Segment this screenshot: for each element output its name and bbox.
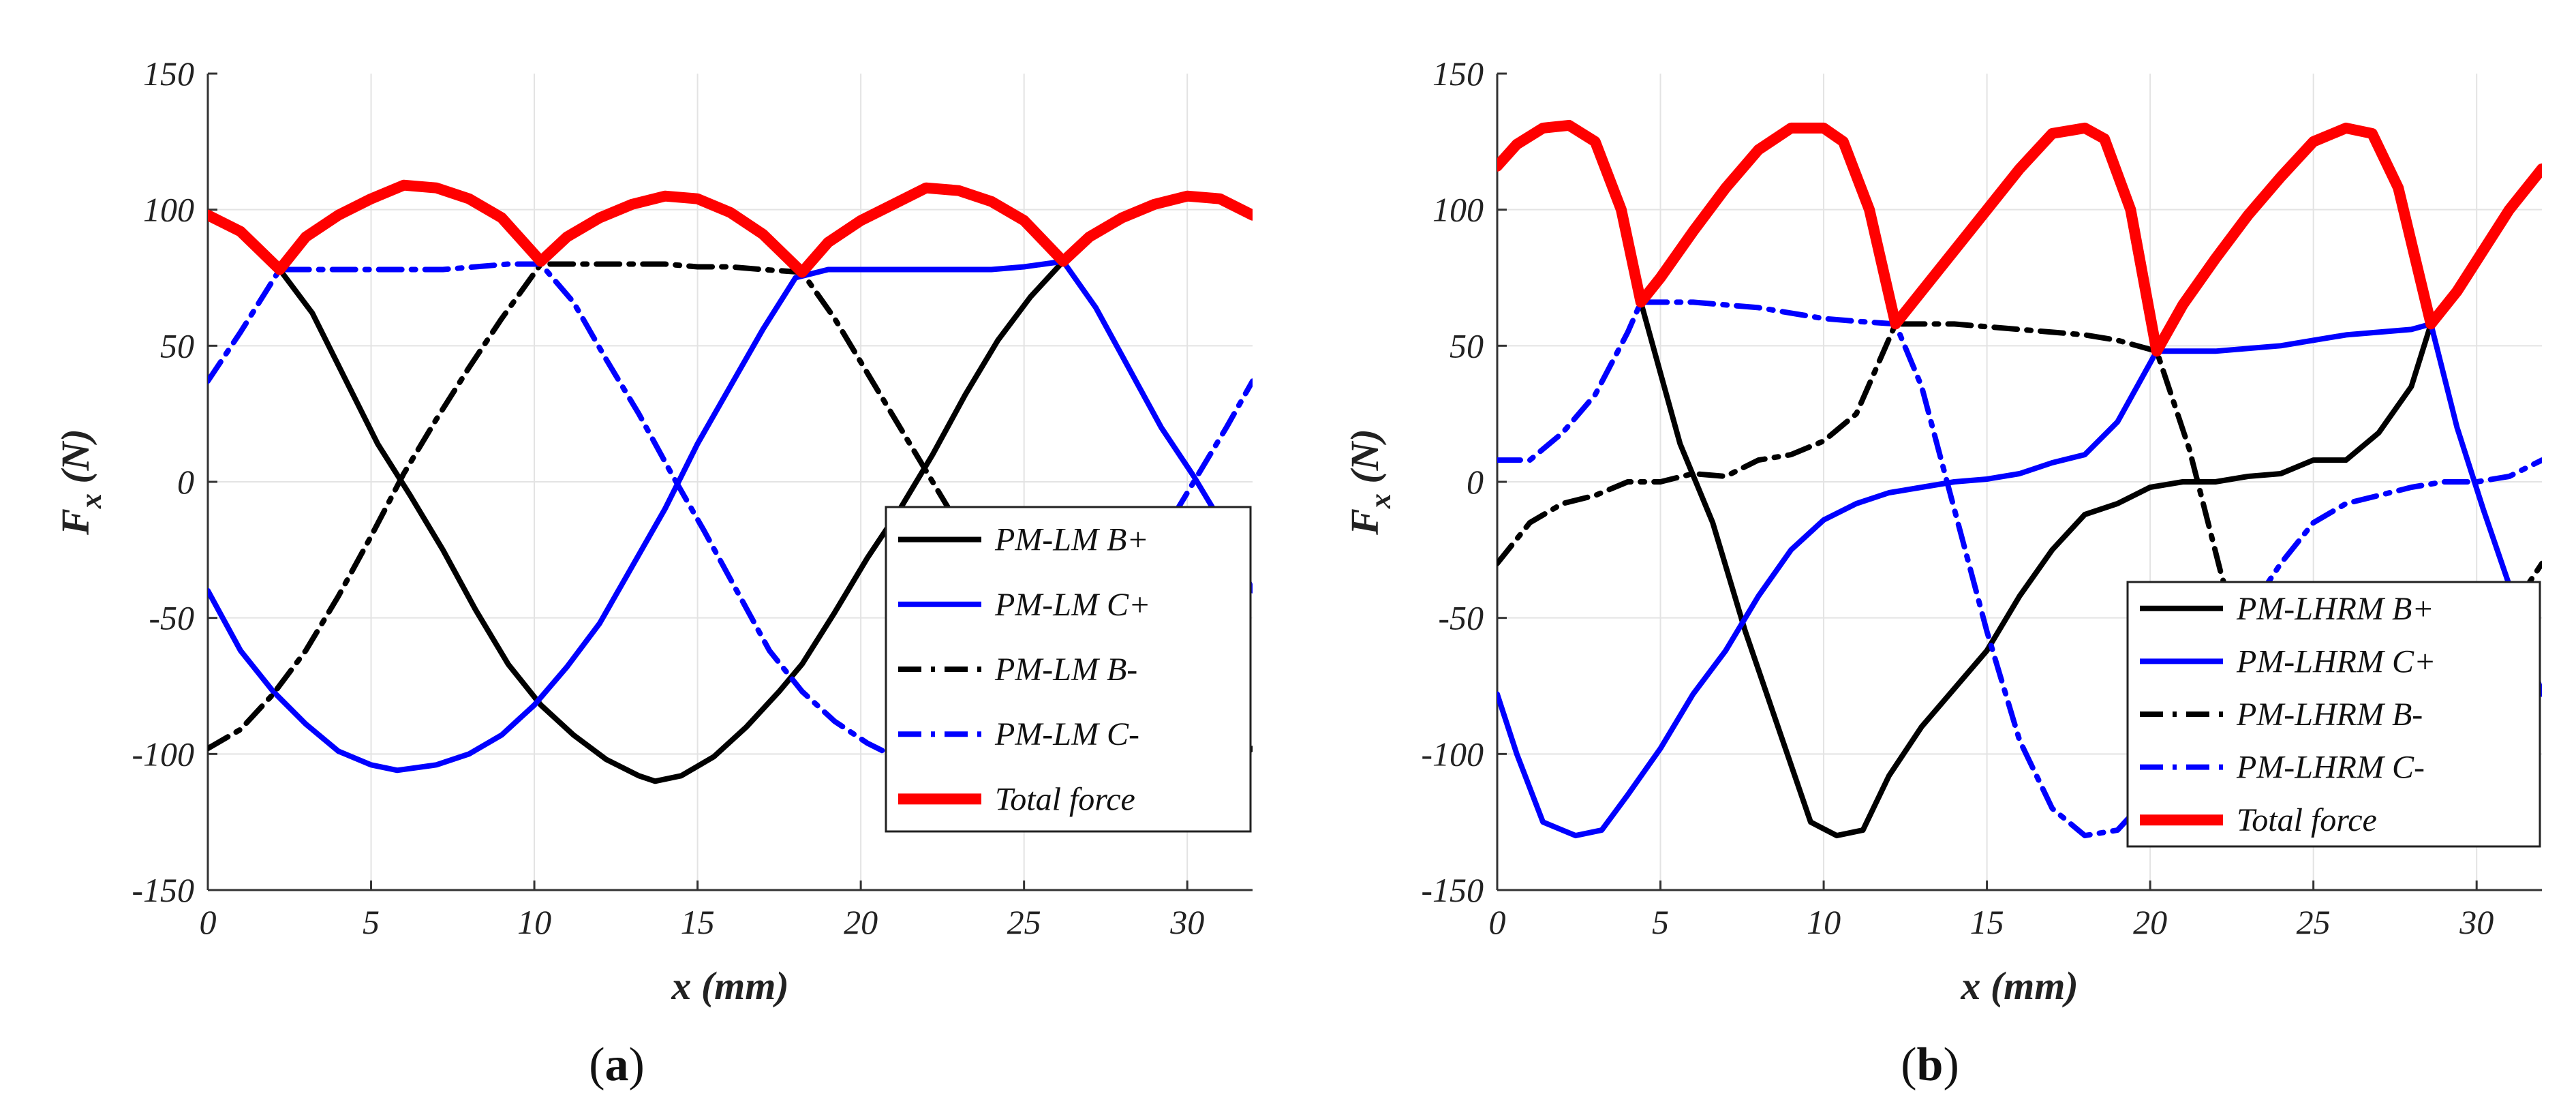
legend-entry: Total force (995, 781, 1135, 817)
series-line-pm-lm-c (208, 258, 1253, 774)
legend-entry: PM-LM C+ (994, 587, 1150, 623)
y-axis-label-main: F (53, 508, 97, 536)
y-tick-label: 0 (1467, 463, 1484, 501)
y-tick-label: 100 (1432, 191, 1484, 229)
x-tick-label: 0 (200, 903, 217, 941)
panel-label: (b) (1901, 1039, 1959, 1091)
x-tick-label: 30 (1169, 903, 1204, 941)
legend-entry: PM-LM B- (994, 652, 1137, 688)
legend: PM-LM B+ PM-LM C+ PM-LM B- PM-LM C- Total fo… (885, 506, 1252, 833)
x-tick-label: 30 (2459, 903, 2494, 941)
legend-entry: PM-LHRM B+ (2236, 591, 2434, 627)
x-axis-label: x (mm) (671, 964, 788, 1008)
y-tick-label: -50 (1438, 599, 1484, 637)
y-tick-label: 150 (1432, 55, 1484, 93)
y-axis-label-sub: x (74, 493, 108, 509)
series-line-pm-lhrm-c (1497, 321, 2542, 839)
legend-entry: PM-LHRM C- (2236, 750, 2425, 786)
panel-label: (a) (589, 1039, 645, 1091)
legend: PM-LHRM B+ PM-LHRM C+ PM-LHRM B- PM-LHRM C-… (2126, 581, 2541, 848)
x-tick-label: 25 (1007, 903, 1041, 941)
legend-entry: PM-LM C- (994, 716, 1139, 752)
x-tick-label: 5 (1652, 903, 1669, 941)
y-tick-label: -100 (132, 735, 194, 773)
x-tick-label: 20 (2133, 903, 2167, 941)
y-axis-label-main: F (1343, 508, 1387, 536)
x-tick-label: 0 (1489, 903, 1506, 941)
y-tick-label: 50 (1450, 326, 1484, 365)
series-line-pm-lm-b (277, 258, 1067, 784)
y-axis-label: Fx (N) (53, 429, 108, 536)
legend-entry: Total force (2237, 802, 2377, 838)
y-axis-label-unit: (N) (53, 429, 97, 493)
y-tick-label: 150 (143, 55, 194, 93)
y-axis-label-sub: x (1364, 493, 1397, 509)
legend-entry: PM-LM B+ (994, 522, 1149, 558)
y-tick-label: 50 (160, 326, 194, 365)
y-tick-label: -100 (1421, 735, 1484, 773)
x-tick-label: 10 (517, 903, 551, 941)
x-tick-label: 25 (2297, 903, 2331, 941)
y-tick-label: 0 (177, 463, 194, 501)
series-line-pm-lhrm-b (1638, 299, 2434, 839)
series-line-pm-lhrm-c (1497, 299, 2542, 839)
y-tick-label: -50 (149, 599, 194, 637)
x-tick-label: 5 (363, 903, 380, 941)
x-tick-label: 20 (844, 903, 878, 941)
y-tick-label: 100 (143, 191, 194, 229)
y-tick-label: -150 (132, 871, 194, 909)
y-axis-label: Fx (N) (1343, 429, 1397, 536)
series-line-total-force (208, 179, 1253, 278)
panel-a: 0 5 10 15 20 25 30 150 100 50 0 -50 -100 -150 x (mm) Fx… (53, 55, 1253, 1091)
y-tick-label: -150 (1421, 871, 1484, 909)
legend-entry: PM-LHRM B- (2236, 697, 2423, 733)
series-line-total-force (1497, 119, 2542, 357)
x-axis-label: x (mm) (1960, 964, 2078, 1008)
x-tick-label: 10 (1807, 903, 1841, 941)
y-axis-label-unit: (N) (1343, 429, 1387, 493)
x-tick-label: 15 (681, 903, 715, 941)
legend-entry: PM-LHRM C+ (2236, 643, 2436, 679)
x-tick-label: 15 (1970, 903, 2004, 941)
panel-b: 0 5 10 15 20 25 30 150 100 50 0 -50 -100 -150 x (mm) Fx… (1343, 55, 2542, 1091)
